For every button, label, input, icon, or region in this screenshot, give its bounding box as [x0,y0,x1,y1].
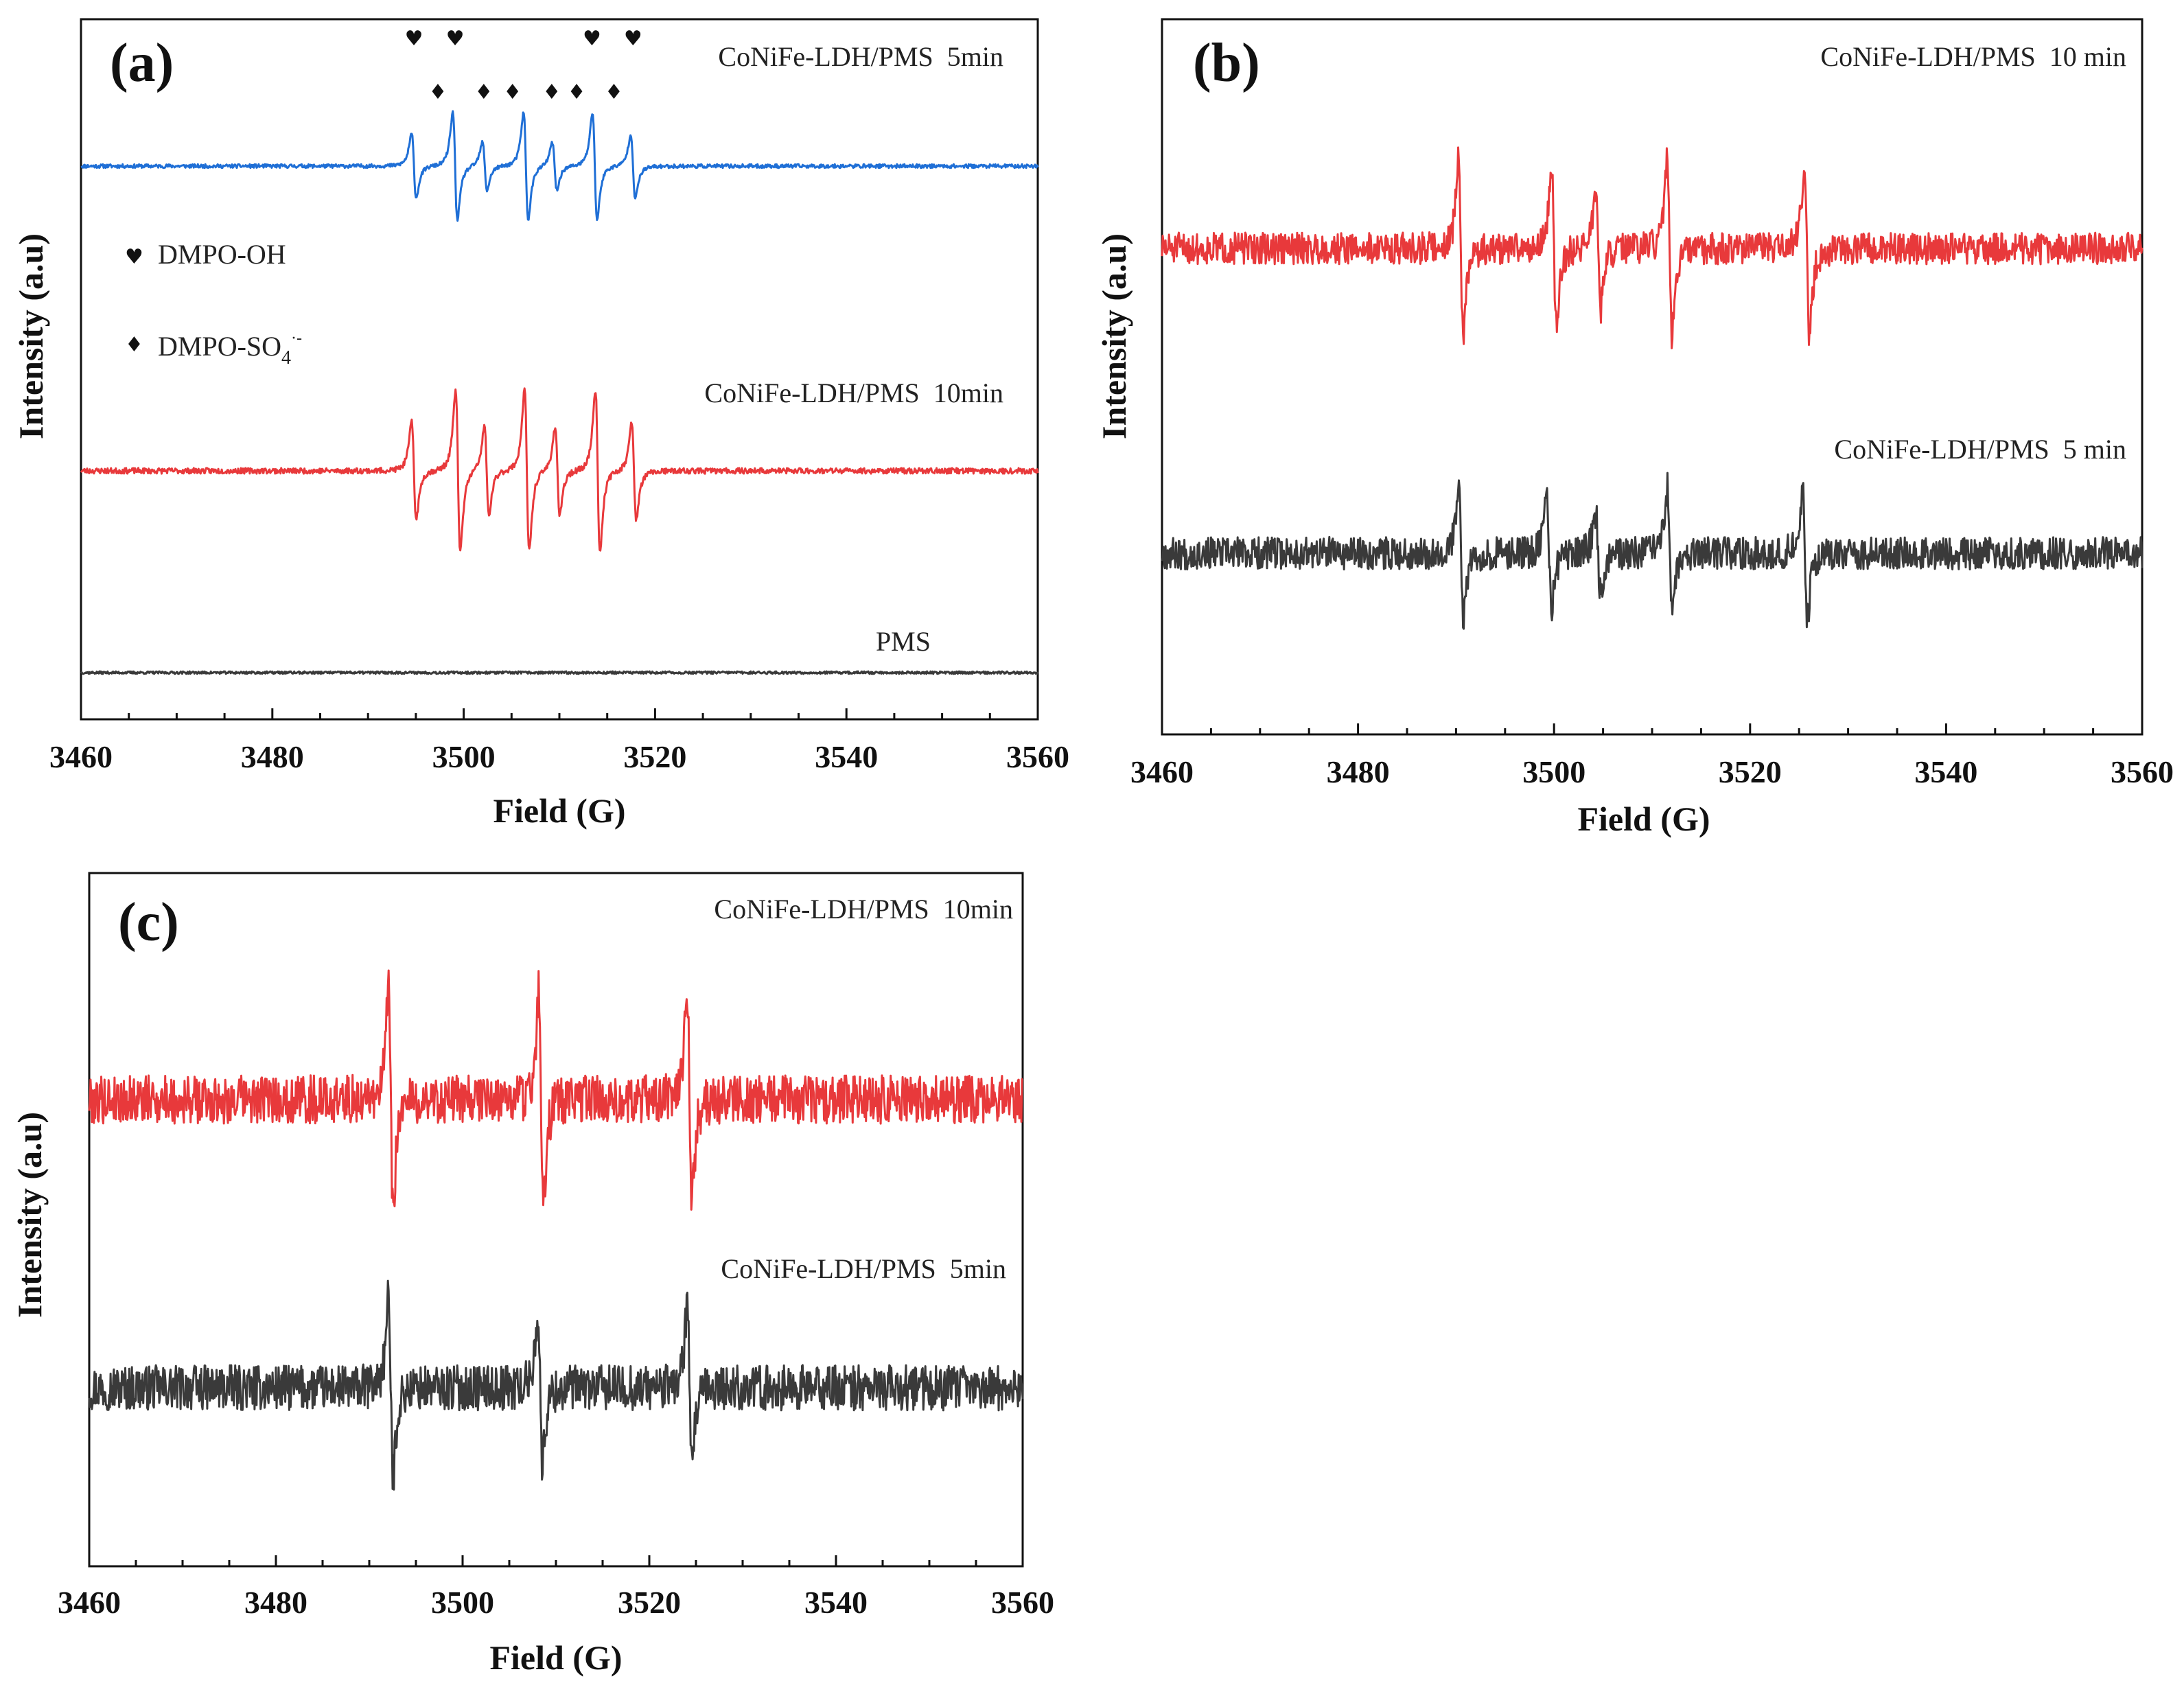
panel-b-tick-label-3500: 3500 [1522,754,1585,789]
panel-a-x-axis-title: Field (G) [493,791,625,830]
panel-c-trace-5min [88,1279,1024,1491]
panel-a-frame [80,18,1039,721]
panel-b-label: (b) [1193,33,1260,93]
diamond-icon: ♦ [125,333,143,357]
sulfate-peak-marker-1: ♦ [474,80,493,104]
hydroxyl-peak-marker-0: ♥ [405,27,423,51]
panel-a-trace-5min [80,110,1039,222]
panel-a: (a) 3460 3480 3500 3520 3540 3560 Field … [12,18,1069,830]
panel-a-tick-label-3520: 3520 [623,739,686,774]
panel-a-tick-label-3460: 3460 [49,739,113,774]
panel-a-tick-label-3500: 3500 [432,739,496,774]
panel-b: (b) 3460 3480 3500 3520 3540 3560 Field … [1095,18,2174,838]
sulfate-peak-marker-0: ♦ [429,80,448,104]
panel-b-tick-label-3560: 3560 [2111,754,2174,789]
panel-c-tick-label-3460: 3460 [58,1585,121,1620]
heart-icon: ♥ [125,245,143,269]
panel-a-y-axis-title: Intensity (a.u) [12,233,50,439]
panel-b-trace-5min [1161,472,2144,630]
legend-dmpo-so4: DMPO-SO4·- [158,329,302,369]
panel-b-ticks [1161,723,2144,734]
sulfate-peak-marker-5: ♦ [605,80,623,104]
panel-a-trace-10min [80,387,1039,552]
panel-a-label-10min: CoNiFe-LDH/PMS 10min [704,377,1003,408]
legend-dmpo-oh: DMPO-OH [158,239,286,270]
panel-a-ticks [80,708,1039,719]
panel-a-tick-label-3560: 3560 [1006,739,1069,774]
panel-a-label: (a) [110,33,174,93]
sulfate-peak-marker-4: ♦ [568,80,586,104]
panel-b-tick-label-3540: 3540 [1914,754,1977,789]
panel-b-tick-label-3520: 3520 [1719,754,1782,789]
panel-a-trace-pms [80,670,1039,675]
panel-c-label: (c) [118,892,179,953]
panel-b-label-5min: CoNiFe-LDH/PMS 5 min [1834,434,2126,465]
panel-b-tick-label-3460: 3460 [1130,754,1194,789]
panel-c-label-5min: CoNiFe-LDH/PMS 5min [721,1253,1006,1284]
panel-b-label-10min: CoNiFe-LDH/PMS 10 min [1820,41,2126,72]
hydroxyl-peak-marker-1: ♥ [446,27,465,51]
panel-b-frame [1161,18,2144,736]
panel-b-tick-label-3480: 3480 [1327,754,1390,789]
panel-b-trace-10min [1161,146,2144,349]
panel-c-tick-label-3500: 3500 [431,1585,494,1620]
hydroxyl-peak-marker-2: ♥ [583,27,601,51]
panel-b-y-axis-title: Intensity (a.u) [1095,233,1133,439]
panel-c-frame [88,872,1024,1568]
panel-c-tick-label-3560: 3560 [991,1585,1054,1620]
panel-c: (c) 3460 3480 3500 3520 3540 3560 Field … [10,872,1054,1677]
panel-c-tick-label-3480: 3480 [244,1585,307,1620]
panel-a-label-5min: CoNiFe-LDH/PMS 5min [718,41,1003,72]
sulfate-peak-marker-2: ♦ [503,80,522,104]
panel-a-tick-label-3480: 3480 [241,739,304,774]
panel-c-y-axis-title: Intensity (a.u) [10,1112,49,1318]
panel-c-trace-10min [88,969,1023,1211]
panel-a-tick-label-3540: 3540 [815,739,878,774]
panel-b-x-axis-title: Field (G) [1577,800,1710,838]
panel-c-x-axis-title: Field (G) [489,1638,622,1677]
panel-a-label-pms: PMS [876,626,931,657]
panel-a-peak-markers: ♥ ♥ ♥ ♥ ♦ ♦ ♦ ♦ ♦ ♦ [405,27,642,104]
hydroxyl-peak-marker-3: ♥ [624,27,642,51]
panel-c-tick-label-3540: 3540 [804,1585,868,1620]
panel-c-label-10min: CoNiFe-LDH/PMS 10min [714,894,1013,925]
panel-c-ticks [88,1555,1024,1566]
sulfate-peak-marker-3: ♦ [542,80,561,104]
panel-c-tick-label-3520: 3520 [618,1585,681,1620]
